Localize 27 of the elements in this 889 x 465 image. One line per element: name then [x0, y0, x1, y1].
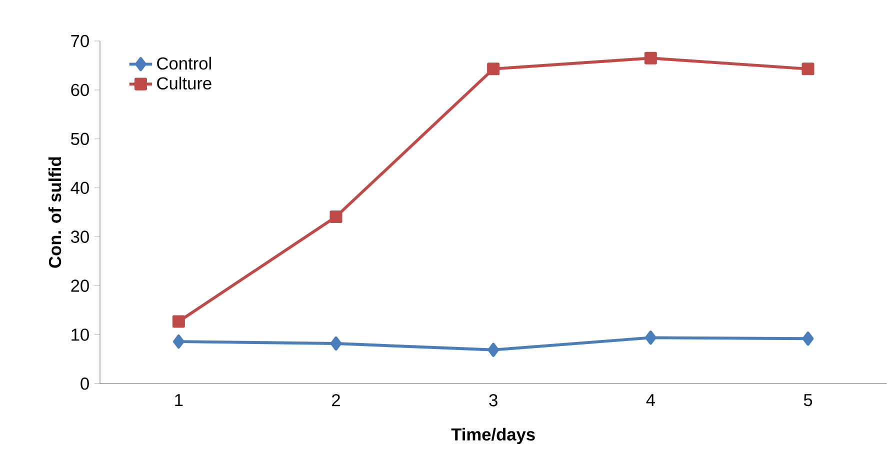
x-tick-label: 5 [804, 394, 812, 406]
point [330, 336, 342, 351]
x-axis-title: Time/days [451, 428, 535, 444]
point [644, 52, 657, 64]
point [487, 62, 500, 76]
y-tick-label: 30 [70, 230, 89, 243]
y-tick-label: 0 [80, 378, 89, 390]
y-tick-label: 20 [71, 280, 89, 292]
point [802, 332, 814, 346]
y-tick-label: 50 [71, 132, 89, 146]
y-tick-label: 60 [71, 84, 89, 96]
x-tick-label: 4 [646, 394, 655, 406]
y-tick-label: 10 [72, 328, 89, 341]
point [802, 62, 814, 76]
legend-label: Culture [157, 76, 212, 90]
point [172, 315, 185, 328]
x-tick-label: 2 [332, 394, 340, 406]
point [173, 334, 184, 349]
y-tick-label: 70 [71, 34, 89, 48]
point [330, 210, 342, 224]
y-tick-label: 40 [70, 182, 89, 194]
x-tick-label: 1 [175, 394, 183, 406]
point [645, 330, 656, 345]
x-tick-label: 3 [489, 394, 498, 406]
y-axis-title: Con. of sulfid [48, 157, 62, 268]
legend-label: Control [157, 56, 211, 70]
point [488, 342, 500, 357]
